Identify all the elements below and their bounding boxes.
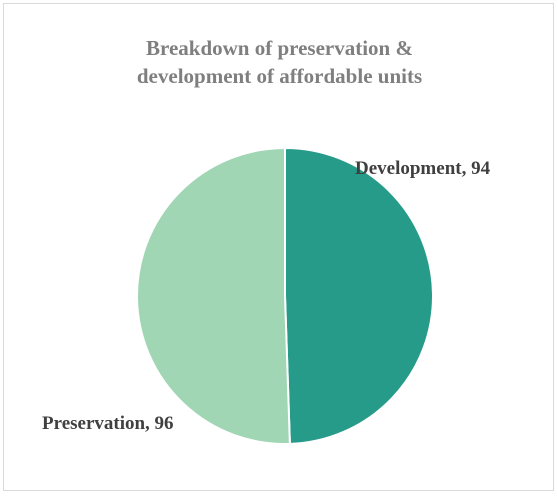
chart-title-line-2: development of affordable units [136, 64, 423, 88]
pie-slice-preservation [136, 146, 291, 445]
data-label-development: Development, 94 [355, 158, 491, 179]
pie-slices [136, 146, 434, 445]
chart-title-line-1: Breakdown of preservation & [146, 36, 413, 60]
data-label-preservation: Preservation, 96 [42, 413, 174, 434]
pie-slice-development [284, 146, 434, 445]
chart-title: Breakdown of preservation & development … [4, 34, 555, 90]
